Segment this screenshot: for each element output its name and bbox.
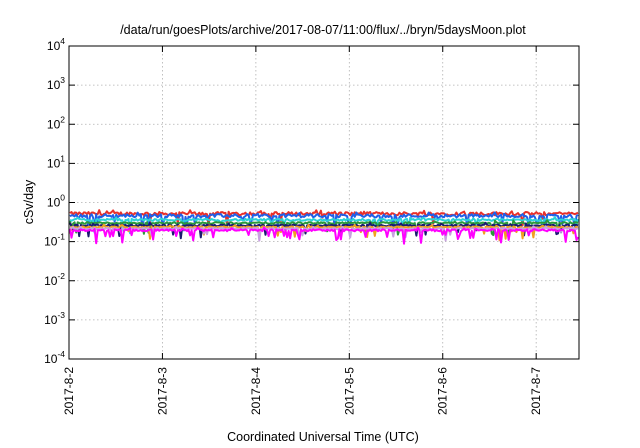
series-line: [69, 226, 579, 245]
y-tick-label: 10-3: [44, 310, 65, 327]
y-tick-label: 100: [47, 193, 65, 210]
x-tick-label: 2017-8-6: [436, 367, 450, 415]
x-tick-label: 2017-8-5: [342, 367, 356, 415]
axis-ticks: 10-4 10-3 10-2 10-1 100 101 102 103 104 2017-8-2 2…: [44, 36, 579, 415]
x-tick-label: 2017-8-4: [249, 367, 263, 415]
grid-lines: [69, 46, 579, 359]
y-tick-label: 101: [47, 153, 65, 170]
data-series: [69, 209, 579, 245]
x-axis-label: Coordinated Universal Time (UTC): [227, 430, 419, 444]
x-tick-label: 2017-8-7: [529, 367, 543, 415]
x-tick-label: 2017-8-3: [155, 367, 169, 415]
y-tick-label: 102: [47, 114, 65, 131]
series-line: [69, 211, 579, 232]
y-tick-label: 103: [47, 75, 65, 92]
series-line: [69, 219, 579, 237]
y-tick-label: 10-4: [44, 349, 65, 366]
y-tick-label: 104: [47, 36, 65, 53]
x-tick-label: 2017-8-2: [62, 367, 76, 415]
series-line: [69, 216, 579, 235]
y-axis-label: cSv/day: [22, 179, 36, 224]
series-line: [69, 209, 579, 228]
y-tick-label: 10-2: [44, 271, 65, 288]
y-tick-label: 10-1: [44, 232, 65, 249]
chart-title: /data/run/goesPlots/archive/2017-08-07/1…: [120, 23, 526, 37]
